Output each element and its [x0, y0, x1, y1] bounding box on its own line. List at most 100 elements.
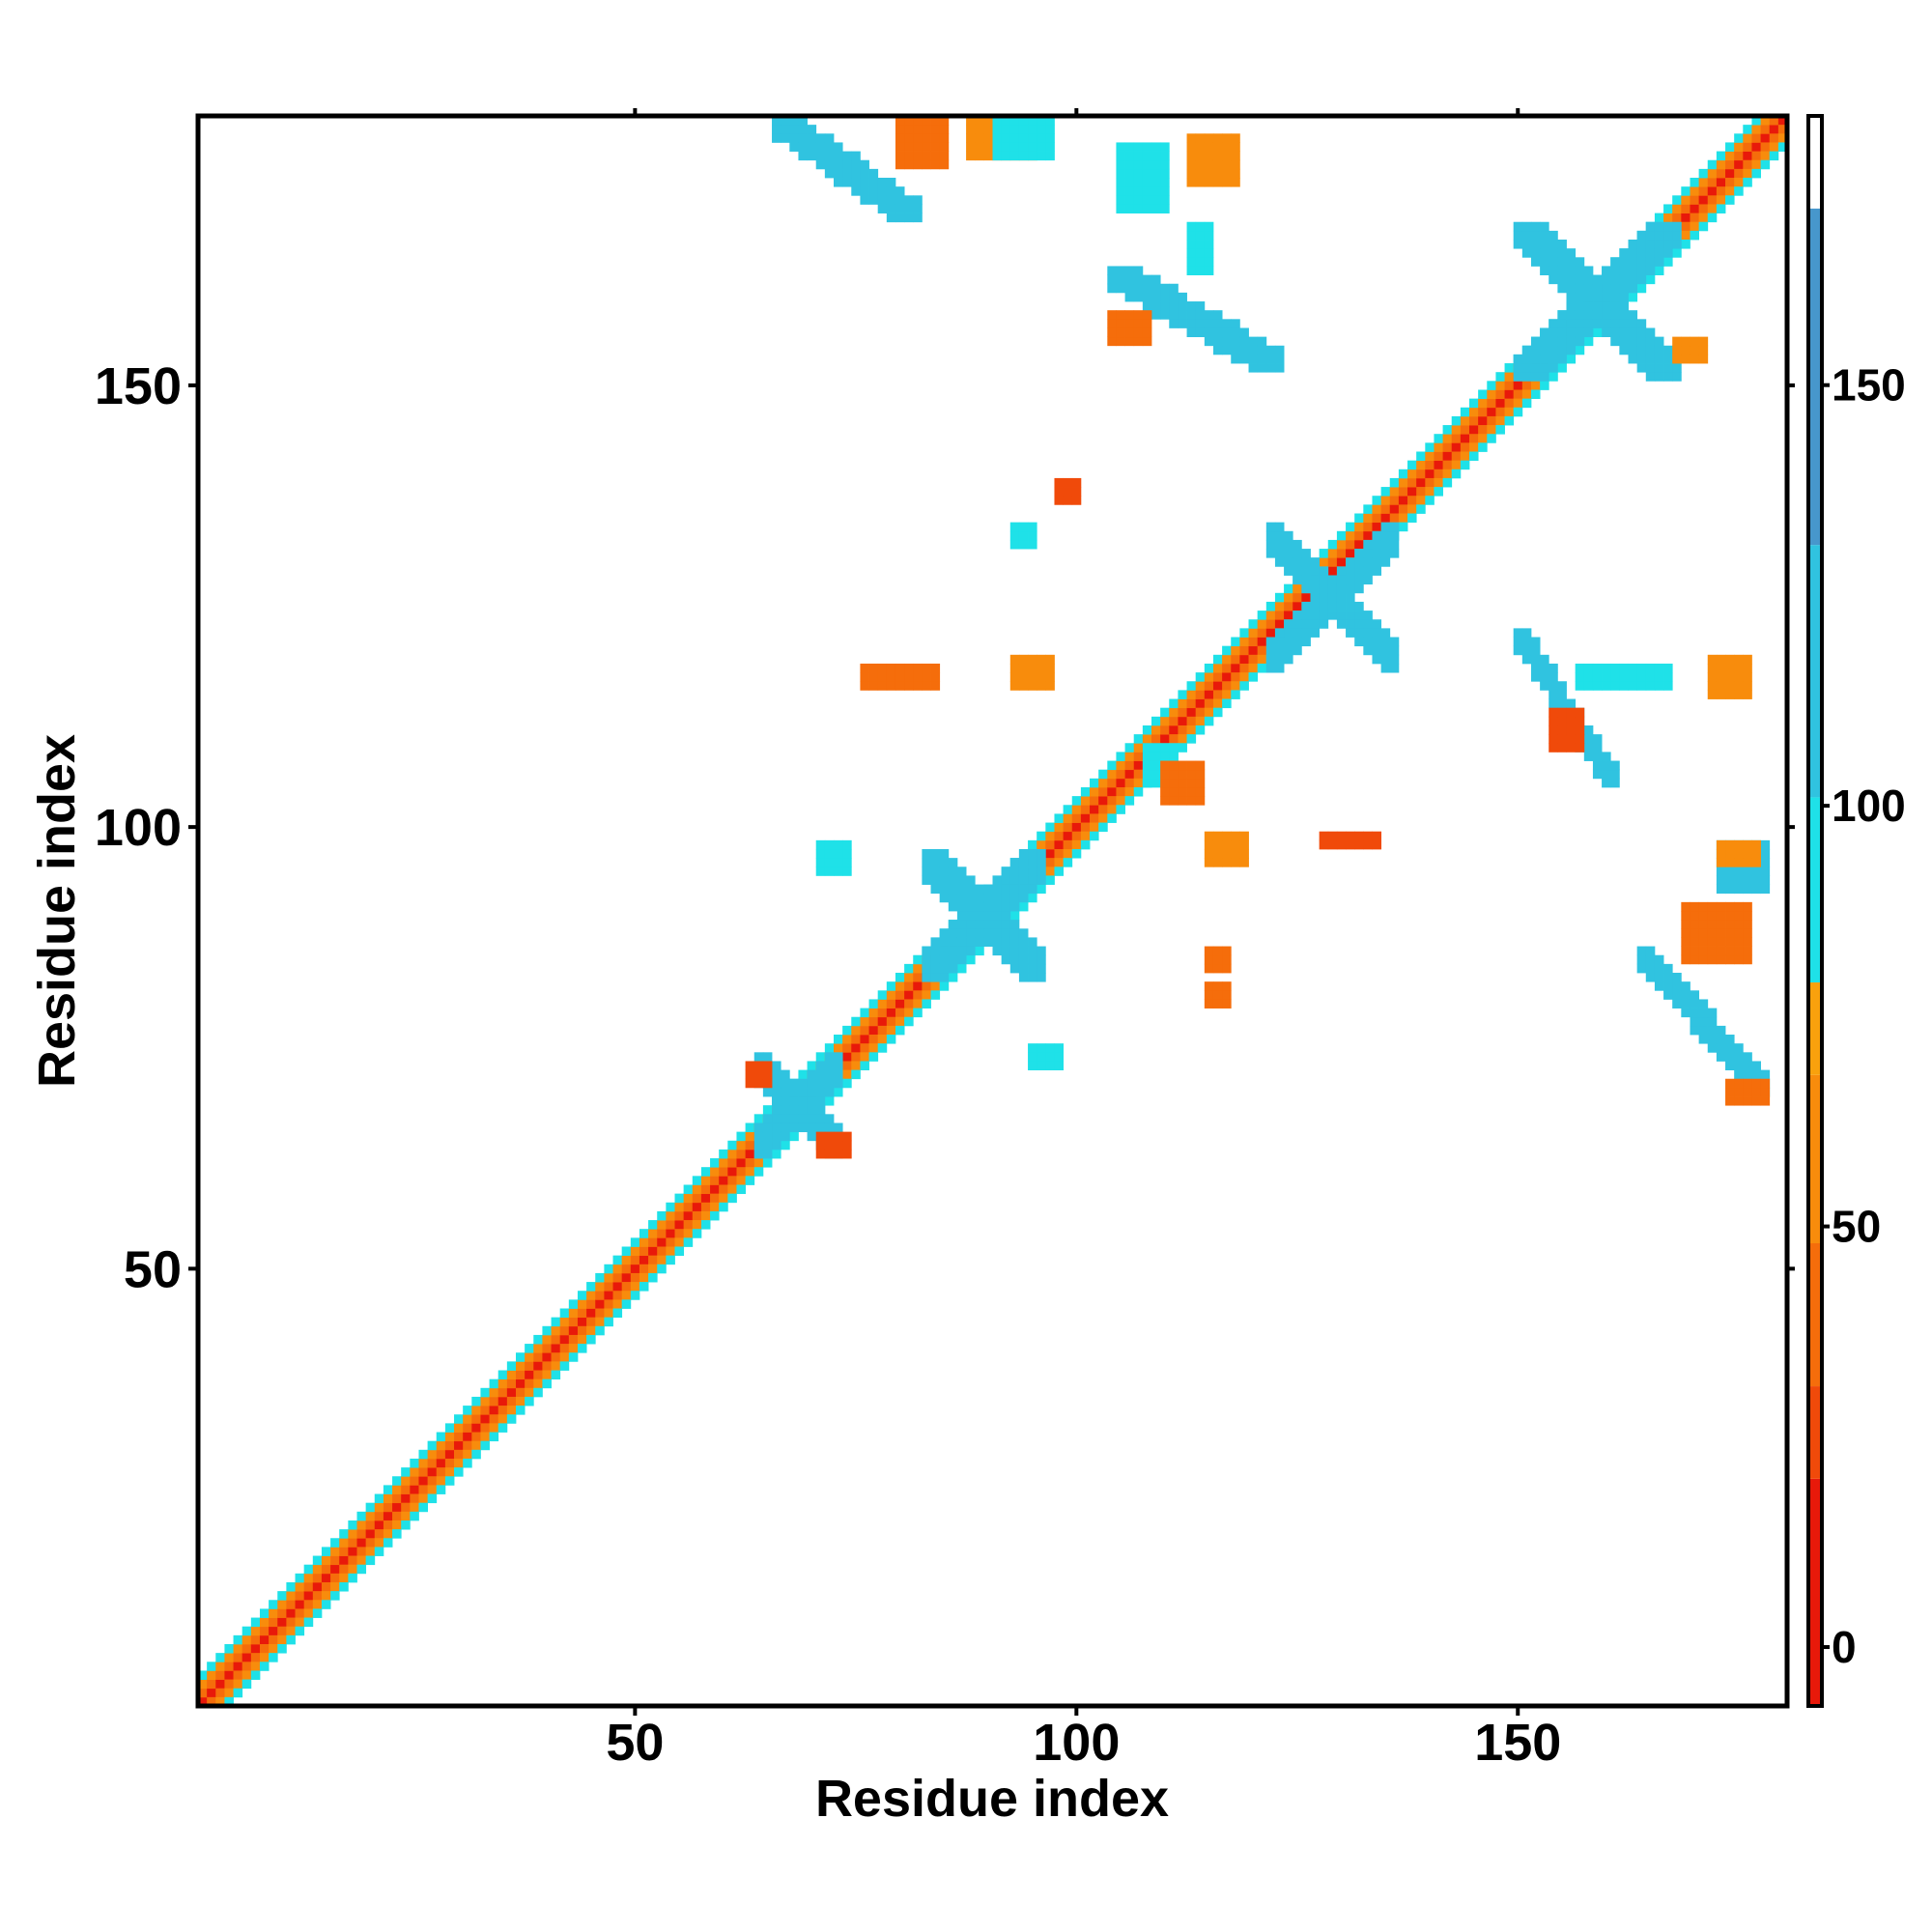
heatmap-cell [1222, 831, 1232, 841]
heatmap-cell [1124, 186, 1135, 196]
heatmap-cell [1751, 1096, 1761, 1106]
heatmap-cell [1451, 460, 1462, 470]
heatmap-cell [1734, 858, 1744, 867]
heatmap-cell [1142, 274, 1152, 285]
heatmap-cell [1204, 159, 1214, 170]
heatmap-cell [1336, 592, 1347, 603]
heatmap-cell [992, 937, 1003, 947]
heatmap-cell [1098, 786, 1108, 797]
heatmap-cell [824, 1078, 835, 1089]
heatmap-cell [1566, 301, 1577, 311]
heatmap-cell [1018, 884, 1029, 895]
heatmap-cell [1319, 575, 1329, 585]
heatmap-cell [1636, 327, 1647, 338]
heatmap-cell [250, 1617, 261, 1628]
heatmap-cell [269, 1617, 278, 1628]
heatmap-cell [842, 1140, 852, 1151]
heatmap-cell [1672, 999, 1682, 1009]
heatmap-cell [1071, 848, 1082, 859]
heatmap-cell [922, 999, 931, 1009]
heatmap-cell [1716, 848, 1726, 859]
heatmap-cell [895, 973, 905, 982]
heatmap-cell [798, 142, 808, 152]
heatmap-cell [1575, 327, 1585, 338]
heatmap-cell [842, 1078, 852, 1089]
heatmap-cell [1583, 672, 1594, 682]
heatmap-cell [1107, 813, 1117, 823]
heatmap-cell [1301, 566, 1311, 576]
heatmap-cell [1231, 672, 1240, 682]
heatmap-cell [1160, 716, 1170, 726]
heatmap-cell [374, 1538, 384, 1548]
heatmap-cell [1257, 354, 1267, 364]
heatmap-cell [877, 186, 888, 196]
heatmap-cell [1548, 672, 1558, 682]
heatmap-cell [1592, 274, 1603, 285]
heatmap-cell [1239, 354, 1249, 364]
heatmap-cell [1222, 654, 1232, 665]
heatmap-cell [1760, 848, 1771, 859]
heatmap-cell [1760, 867, 1771, 876]
heatmap-cell [1107, 274, 1117, 285]
colorbar-tick-label: 100 [1832, 781, 1906, 831]
heatmap-cell [1274, 611, 1285, 620]
heatmap-cell [1645, 354, 1656, 364]
heatmap-cell [1142, 752, 1152, 761]
heatmap-cell [1222, 698, 1232, 709]
heatmap-cell [1636, 336, 1647, 347]
heatmap-cell [1425, 442, 1435, 452]
heatmap-cell [657, 1220, 667, 1230]
heatmap-cell [506, 1387, 517, 1398]
heatmap-cell [1548, 698, 1558, 709]
heatmap-cell [992, 133, 1003, 143]
heatmap-cell [1098, 778, 1108, 788]
heatmap-cell [895, 990, 905, 1000]
heatmap-cell [710, 1158, 720, 1168]
heatmap-cell [1734, 839, 1744, 850]
heatmap-cell [321, 1564, 331, 1575]
heatmap-cell [1284, 549, 1293, 558]
heatmap-cell [1698, 946, 1709, 956]
heatmap-cell [992, 116, 1003, 126]
heatmap-cell [781, 1087, 790, 1097]
heatmap-cell [595, 1308, 605, 1319]
heatmap-cell [1672, 213, 1682, 223]
heatmap-cell [1063, 848, 1073, 859]
heatmap-cell [834, 1131, 843, 1142]
heatmap-cell [1028, 672, 1037, 682]
heatmap-cell [224, 1662, 234, 1671]
heatmap-cell [1293, 592, 1302, 603]
heatmap-cell [956, 928, 967, 938]
heatmap-cell [781, 1131, 790, 1142]
heatmap-cell [868, 1008, 879, 1018]
heatmap-cell [1239, 327, 1249, 338]
heatmap-cell [1663, 663, 1673, 673]
heatmap-cell [975, 901, 984, 912]
heatmap-cell [1178, 769, 1187, 780]
heatmap-cell [1301, 637, 1311, 647]
heatmap-cell [1151, 760, 1161, 771]
heatmap-cell [1336, 566, 1347, 576]
heatmap-cell [1495, 407, 1505, 417]
heatmap-cell [781, 116, 790, 126]
heatmap-cell [1557, 266, 1567, 275]
heatmap-cell [295, 1617, 305, 1628]
heatmap-cell [762, 1069, 773, 1080]
heatmap-cell [824, 142, 835, 152]
heatmap-cell [1734, 920, 1744, 929]
heatmap-cell [1734, 928, 1744, 938]
heatmap-cell [1116, 168, 1125, 179]
heatmap-cell [948, 937, 958, 947]
heatmap-cell [1734, 663, 1744, 673]
heatmap-cell [1045, 116, 1055, 126]
heatmap-cell [1212, 963, 1223, 974]
heatmap-cell [1018, 867, 1029, 876]
heatmap-cell [1071, 831, 1082, 841]
heatmap-cell [1513, 407, 1523, 417]
heatmap-cell [868, 999, 879, 1009]
heatmap-cell [834, 1052, 843, 1062]
heatmap-cell [1239, 654, 1249, 665]
heatmap-cell [1380, 645, 1391, 656]
heatmap-cell [1107, 310, 1117, 320]
heatmap-cell [895, 151, 905, 161]
